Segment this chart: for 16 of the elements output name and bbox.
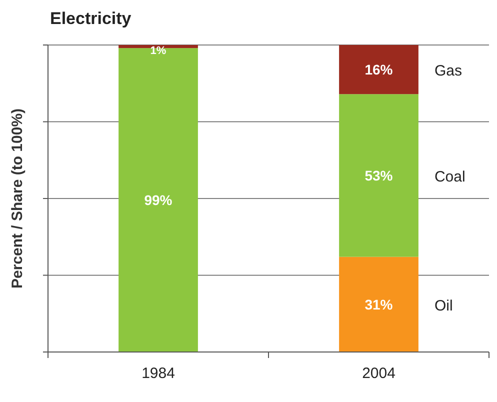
bar	[118, 48, 198, 352]
data-label: 16%	[364, 62, 394, 78]
data-label: 1%	[150, 45, 166, 57]
series-label: Oil	[434, 297, 453, 314]
chart-title: Electricity	[50, 9, 132, 28]
series-label: Gas	[434, 62, 462, 80]
bar	[339, 45, 418, 94]
series-label: Coal	[434, 168, 466, 186]
x-tick-label: 1984	[142, 365, 175, 382]
bar	[339, 256, 418, 352]
bar	[339, 94, 418, 257]
data-label: 53%	[364, 167, 394, 184]
y-axis-title: Percent / Share (to 100%)	[9, 108, 26, 289]
data-label: 31%	[364, 296, 394, 312]
x-tick-label: 2004	[362, 365, 396, 382]
data-label: 99%	[144, 192, 173, 208]
